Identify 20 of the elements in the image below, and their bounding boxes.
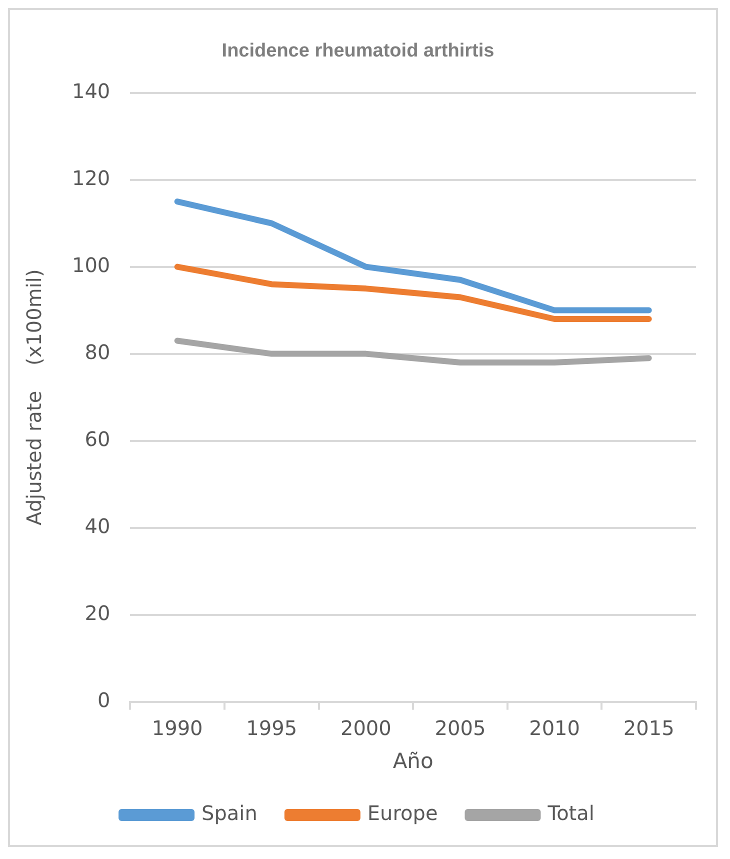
x-tick-label: 1995 [246, 716, 298, 740]
y-tick-label: 60 [84, 427, 110, 452]
chart-title: Incidence rheumatoid arthirtis [222, 40, 494, 62]
y-tick-label: 80 [84, 340, 110, 364]
y-axis-title: Adjusted rate (x100mil) [22, 269, 46, 526]
legend-label: Total [546, 801, 594, 826]
y-tick-label: 20 [84, 601, 110, 626]
x-axis-title: Año [392, 748, 434, 773]
y-tick-label: 120 [72, 166, 110, 190]
x-tick-label: 1990 [152, 716, 203, 740]
legend-label: Europe [367, 801, 438, 826]
y-tick-label: 100 [72, 253, 110, 278]
legend-label: Spain [202, 801, 258, 826]
x-tick-label: 2015 [623, 716, 674, 740]
y-tick-label: 0 [97, 688, 110, 712]
y-tick-label: 140 [72, 79, 110, 104]
x-tick-label: 2005 [434, 716, 486, 740]
x-tick-label: 2000 [340, 716, 392, 740]
x-tick-label: 2010 [529, 716, 580, 740]
y-tick-label: 40 [84, 514, 110, 538]
